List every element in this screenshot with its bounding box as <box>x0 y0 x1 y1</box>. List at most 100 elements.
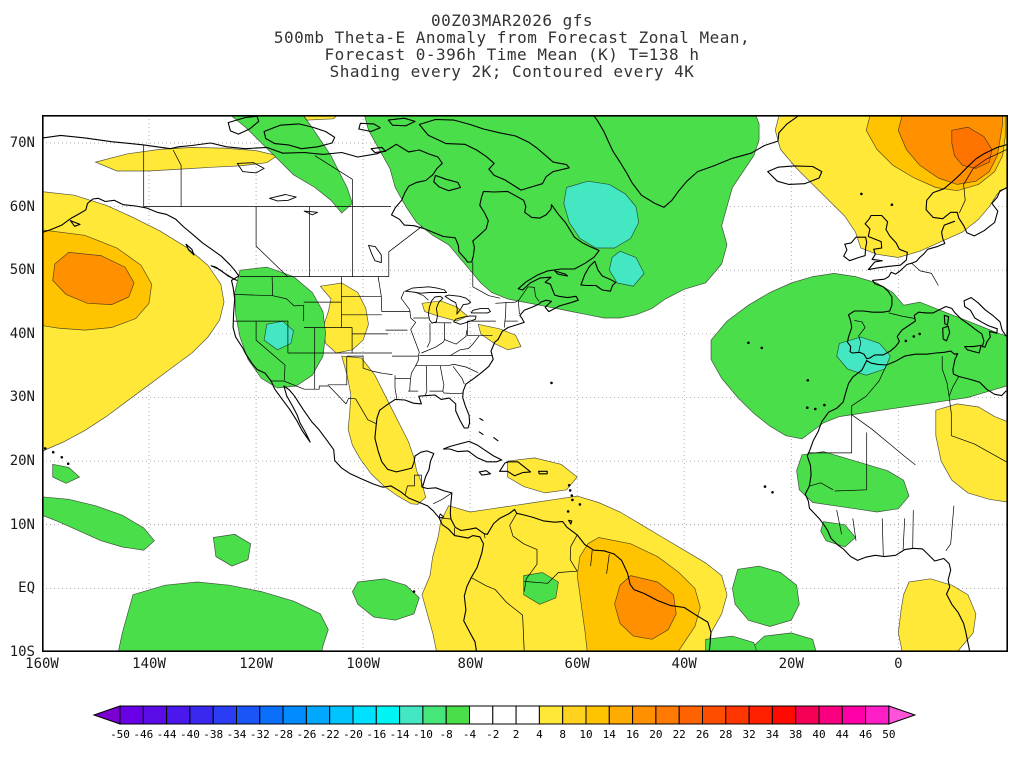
lake-athabasca <box>303 210 319 216</box>
border-ga-sc <box>452 366 465 385</box>
island-dot <box>412 590 416 593</box>
border-morocco-algeria <box>807 364 887 454</box>
anomaly-region-tropical-atlantic-cool-1 <box>732 565 800 627</box>
colorbar-cell-24 <box>678 705 704 725</box>
lakes <box>236 162 491 519</box>
colorbar-label--38: -38 <box>203 728 223 741</box>
border-bc-alberta <box>255 206 288 277</box>
colorbar-label--10: -10 <box>413 728 433 741</box>
lon-tick-80W: 80W <box>457 656 483 672</box>
island-dot <box>66 462 70 466</box>
colorbar-cell-29 <box>795 705 820 725</box>
island-dot <box>571 498 574 502</box>
island-dot <box>806 406 809 410</box>
anomaly-region-plains <box>319 282 369 354</box>
anomaly-region-arctic-coast-strip <box>94 147 279 172</box>
coast-vancouver-island <box>210 265 238 281</box>
colorbar-cell-13 <box>422 705 447 725</box>
lat-tick-30N: 30N <box>9 389 35 406</box>
border-peru-brazil <box>471 577 525 651</box>
colorbar-cell-15 <box>469 705 494 725</box>
colorbar-cell-2 <box>166 705 191 725</box>
colorbar-cell-6 <box>259 705 284 725</box>
anomaly-region-equatorial-pacific-cool <box>116 581 329 659</box>
colorbar-cell-22 <box>632 705 657 725</box>
colorbar-cell-16 <box>492 705 517 725</box>
coast-sardinia <box>942 325 951 342</box>
colorbar-cell-27 <box>748 705 773 725</box>
colorbar-label-26: 26 <box>696 728 709 741</box>
border-tunisia-libya <box>948 376 960 397</box>
anomaly-region-east-caribbean <box>507 457 578 494</box>
title-line-4: Shading every 2K; Contoured every 4K <box>329 62 695 81</box>
coast-west-europe-mediterranean <box>846 220 1012 360</box>
island-dot <box>912 335 916 338</box>
colorbar-cell-11 <box>375 705 401 725</box>
colorbar-label-44: 44 <box>836 728 850 741</box>
lake-winnipeg <box>368 244 382 264</box>
island-dot <box>566 510 570 513</box>
anomaly-region-sahel-cool <box>796 451 910 513</box>
lat-tick-50N: 50N <box>9 262 35 279</box>
border-mauritania-mali <box>834 432 868 492</box>
border-ny-east <box>504 302 507 328</box>
colorbar-cell-8 <box>305 705 331 725</box>
coast-americas-mainland <box>33 134 712 659</box>
lake-michigan <box>427 295 444 324</box>
coast-trinidad <box>568 519 573 525</box>
lon-tick-0: 0 <box>894 656 903 672</box>
colorbar-label-8: 8 <box>559 728 566 741</box>
colorbar-label-16: 16 <box>626 728 639 741</box>
border-ghana-west-border <box>881 518 884 556</box>
colorbar-label--28: -28 <box>273 728 293 741</box>
lake-erie <box>453 315 477 325</box>
coast-king-william-island <box>370 146 387 154</box>
border-togo-border <box>902 518 906 550</box>
border-mississippi-river <box>400 291 420 392</box>
border-france-germany <box>911 262 939 286</box>
coast-kodiak-island <box>69 220 81 227</box>
border-nwt-nunavut <box>314 155 353 207</box>
coast-victoria-island <box>263 123 336 150</box>
border-benin-nigeria-border <box>912 510 914 548</box>
border-manitoba-ontario <box>388 226 423 277</box>
lat-tick-60N: 60N <box>9 198 35 215</box>
border-il-in <box>426 323 431 348</box>
colorbar-label--44: -44 <box>157 728 177 741</box>
anomaly-shading <box>33 109 1012 659</box>
border-algeria-tunisia-libya <box>941 356 952 436</box>
border-nicaragua-costa-rica <box>439 517 451 520</box>
island-dot <box>51 450 55 454</box>
colorbar-cell-0 <box>119 705 144 725</box>
colorbar-cell-19 <box>562 705 587 725</box>
anomaly-region-south-brazil-strip-cool <box>705 635 760 659</box>
colorbar-label--2: -2 <box>486 728 499 741</box>
coast-banks-island <box>227 115 260 135</box>
coast-anticosti-island <box>554 270 569 277</box>
coast-puerto-rico <box>538 470 548 475</box>
coast-newfoundland <box>580 260 617 292</box>
colorbar-cell-32 <box>865 705 890 725</box>
island-dot <box>890 203 894 206</box>
lon-tick-20W: 20W <box>778 656 804 672</box>
colorbar-cell-17 <box>515 705 540 725</box>
lake-superior <box>404 286 448 294</box>
lat-tick-10N: 10N <box>9 516 35 533</box>
colorbar-label-50: 50 <box>882 728 895 741</box>
lon-tick-100W: 100W <box>346 656 380 672</box>
border-ok-panhandle <box>347 355 364 369</box>
coast-great-britain <box>864 214 908 271</box>
lon-tick-140W: 140W <box>132 656 166 672</box>
border-suriname-guiana <box>606 553 610 574</box>
lon-tick-160W: 160W <box>25 656 59 672</box>
anomaly-region-hawaii-cool <box>52 463 81 484</box>
anomaly-region-amazon-cool <box>523 572 559 605</box>
border-colombia-venezuela <box>509 513 538 592</box>
border-florida-north <box>429 390 463 395</box>
border-honduras-nicaragua <box>433 492 453 505</box>
coast-hispaniola <box>499 461 532 477</box>
anomaly-region-midwest-streak <box>421 300 469 322</box>
colorbar-cell-21 <box>608 705 634 725</box>
border-ivory-coast-border <box>852 518 857 541</box>
colorbar-cell-3 <box>189 705 214 725</box>
